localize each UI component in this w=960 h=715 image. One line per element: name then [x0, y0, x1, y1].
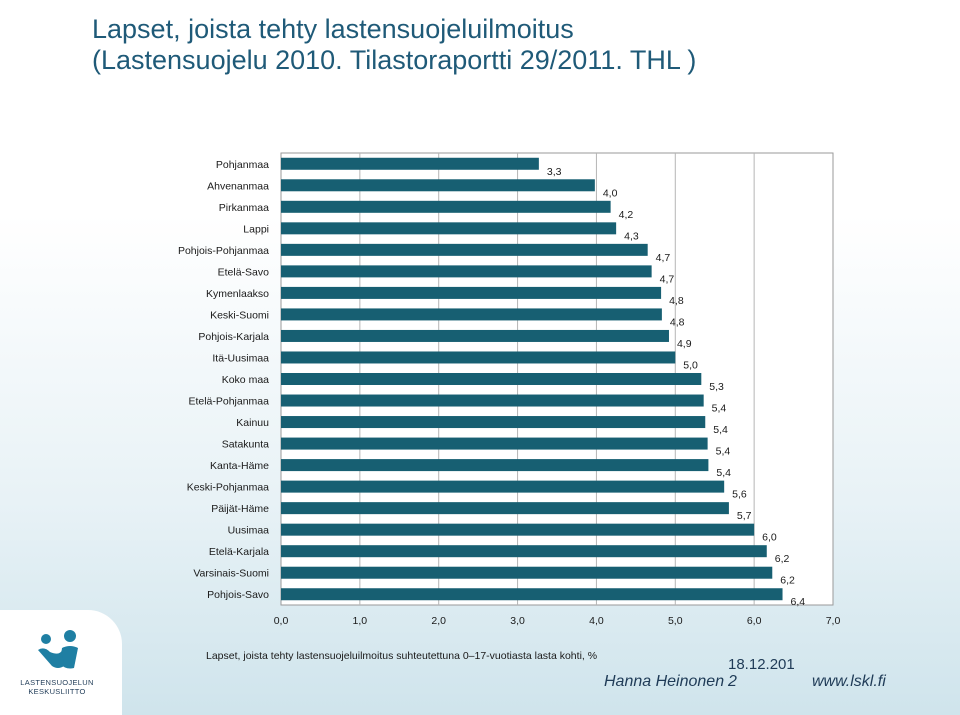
data-label: 4,8	[670, 316, 685, 328]
bar	[281, 373, 702, 385]
category-label: Uusimaa	[228, 525, 270, 537]
category-label: Pohjois-Karjala	[198, 331, 269, 343]
x-tick-label: 2,0	[431, 615, 446, 627]
bar	[281, 394, 704, 407]
bar	[281, 459, 709, 472]
data-label: 5,6	[732, 489, 747, 501]
bar	[281, 416, 706, 429]
bar	[281, 200, 611, 213]
data-label: 5,4	[716, 446, 731, 458]
category-label: Keski-Suomi	[210, 309, 269, 321]
bar	[281, 265, 652, 278]
category-label: Ahvenanmaa	[207, 180, 269, 192]
data-label: 5,0	[683, 359, 698, 371]
bar	[281, 480, 725, 493]
category-label: Päijät-Häme	[211, 503, 269, 515]
logo-line2: KESKUSLIITTO	[28, 687, 86, 696]
data-label: 3,3	[547, 166, 562, 178]
bar	[281, 157, 539, 170]
category-label: Varsinais-Suomi	[193, 568, 269, 580]
category-label: Kanta-Häme	[210, 460, 269, 472]
data-label: 6,4	[791, 596, 806, 608]
bar	[281, 437, 708, 450]
category-label: Pirkanmaa	[219, 202, 269, 214]
category-label: Koko maa	[222, 374, 269, 386]
category-label: Itä-Uusimaa	[212, 352, 269, 364]
category-label: Kainuu	[236, 417, 269, 429]
data-label: 5,4	[713, 424, 728, 436]
data-label: 6,2	[780, 575, 795, 587]
x-tick-label: 1,0	[353, 615, 368, 627]
category-label: Kymenlaakso	[206, 288, 269, 300]
footer-url[interactable]: www.lskl.fi	[812, 673, 886, 690]
bar	[281, 329, 669, 342]
x-tick-label: 7,0	[826, 615, 841, 627]
category-label: Lappi	[243, 223, 269, 235]
slide-title-line1: Lapset, joista tehty lastensuojeluilmoit…	[92, 14, 574, 44]
data-label: 4,0	[603, 187, 618, 199]
logo-icon	[38, 630, 78, 669]
category-label: Etelä-Savo	[218, 266, 270, 278]
bar	[281, 566, 773, 579]
bar	[281, 351, 676, 364]
data-label: 4,7	[660, 273, 675, 285]
data-label: 4,2	[619, 209, 634, 221]
data-label: 5,4	[716, 467, 731, 479]
category-label: Etelä-Karjala	[209, 546, 269, 558]
x-tick-label: 3,0	[510, 615, 525, 627]
bar-chart: 0,0 1,0 2,0 3,0 4,0 5,0 6,0 7,0 Pohjanmaa 3,3 Ahve…	[178, 152, 841, 627]
bar	[281, 222, 617, 235]
bar	[281, 545, 767, 558]
data-label: 5,4	[712, 403, 727, 415]
x-tick-label: 0,0	[274, 615, 289, 627]
data-label: 4,3	[624, 230, 639, 242]
bar	[281, 308, 662, 321]
bar	[281, 243, 648, 256]
footer-date: 18.12.201	[728, 656, 795, 673]
data-label: 4,8	[669, 295, 684, 307]
slide-title-line2: (Lastensuojelu 2010. Tilastoraportti 29/…	[92, 45, 697, 75]
x-axis-label: Lapset, joista tehty lastensuojeluilmoit…	[206, 650, 598, 662]
x-tick-label: 4,0	[589, 615, 604, 627]
bar	[281, 523, 755, 536]
logo-wordmark: LASTENSUOJELUN KESKUSLIITTO	[20, 678, 94, 696]
data-label: 4,9	[677, 338, 692, 350]
x-tick-label: 5,0	[668, 615, 683, 627]
data-label: 4,7	[656, 252, 671, 264]
category-label: Keski-Pohjanmaa	[187, 482, 269, 494]
logo-line1: LASTENSUOJELUN	[20, 678, 94, 687]
category-label: Etelä-Pohjanmaa	[188, 396, 269, 408]
bar	[281, 179, 595, 192]
data-label: 5,3	[709, 381, 724, 393]
category-label: Pohjanmaa	[216, 159, 269, 171]
logo-card	[0, 610, 122, 715]
data-label: 6,2	[775, 553, 790, 565]
bar	[281, 502, 729, 515]
category-label: Pohjois-Pohjanmaa	[178, 245, 269, 257]
x-tick-label: 6,0	[747, 615, 762, 627]
category-label: Satakunta	[222, 439, 269, 451]
page-number: 2	[728, 673, 737, 690]
data-label: 6,0	[762, 532, 777, 544]
footer-author: Hanna Heinonen	[604, 673, 725, 690]
bar	[281, 588, 783, 601]
slide-title: Lapset, joista tehty lastensuojeluilmoit…	[92, 14, 932, 76]
bar	[281, 286, 662, 299]
data-label: 5,7	[737, 510, 752, 522]
category-label: Pohjois-Savo	[207, 589, 269, 601]
